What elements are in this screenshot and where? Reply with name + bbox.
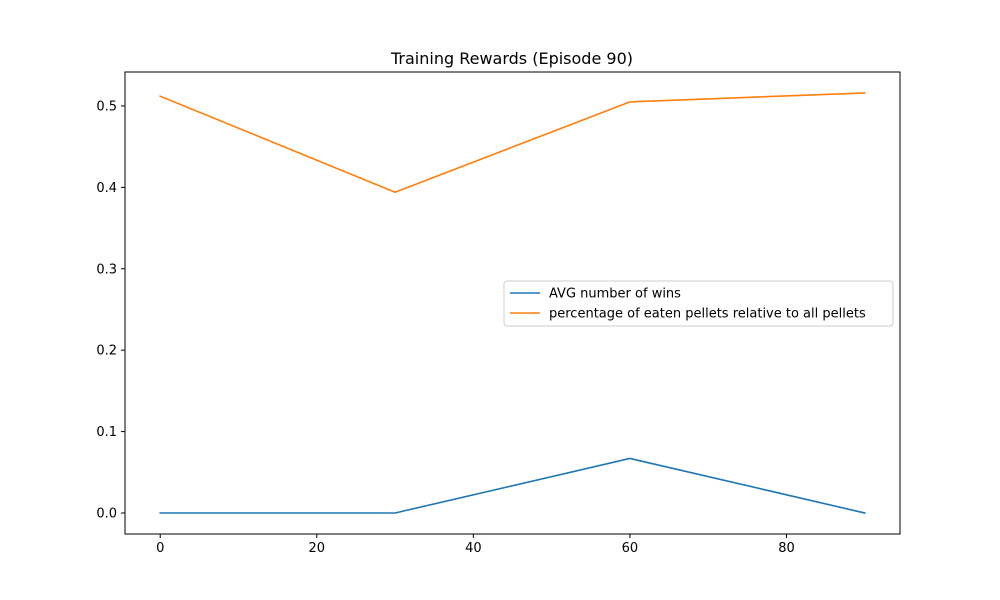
series-line-0 bbox=[159, 457, 866, 514]
legend-label-0: AVG number of wins bbox=[549, 287, 681, 302]
chart-title: Training Rewards (Episode 90) bbox=[390, 49, 633, 68]
y-tick-label: 0.5 bbox=[96, 99, 117, 114]
legend-box bbox=[503, 280, 894, 327]
plot-area: 0 20 40 60 80 0.0 0.1 0.2 0.3 0.4 0.5 bbox=[96, 92, 866, 556]
x-tick-label: 20 bbox=[309, 541, 326, 556]
x-tick-label: 80 bbox=[778, 541, 795, 556]
axes-frame bbox=[124, 71, 901, 535]
legend: AVG number of wins percentage of eaten pe… bbox=[503, 280, 894, 327]
y-tick-label: 0.4 bbox=[96, 181, 117, 196]
x-tick-label: 0 bbox=[156, 541, 164, 556]
y-tick-label: 0.3 bbox=[96, 262, 117, 277]
x-tick-label: 60 bbox=[622, 541, 639, 556]
y-tick-label: 0.1 bbox=[96, 425, 117, 440]
x-tick-label: 40 bbox=[465, 541, 482, 556]
y-tick-label: 0.0 bbox=[96, 506, 117, 521]
y-tick-label: 0.2 bbox=[96, 344, 117, 359]
legend-label-1: percentage of eaten pellets relative to … bbox=[549, 307, 866, 322]
series-line-1 bbox=[159, 92, 866, 194]
